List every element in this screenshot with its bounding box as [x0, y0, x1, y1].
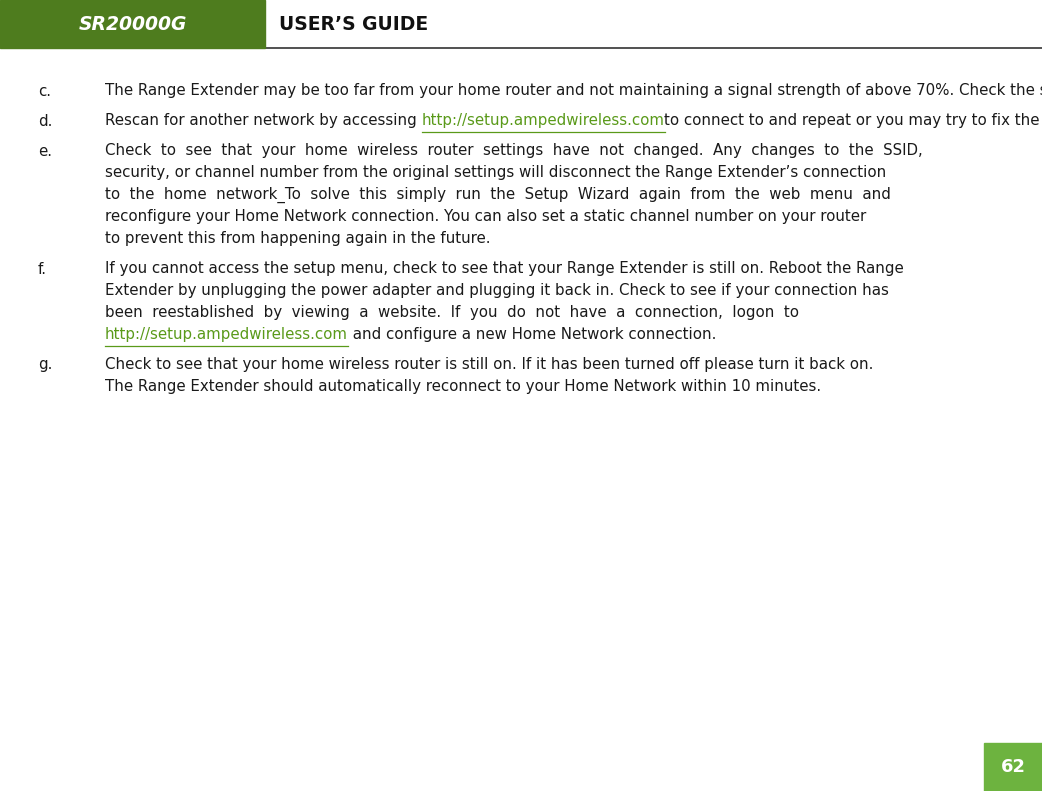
Text: to prevent this from happening again in the future.: to prevent this from happening again in … — [105, 232, 491, 247]
Bar — [0, 0, 265, 48]
Text: to  the  home  network_To  solve  this  simply  run  the  Setup  Wizard  again  : to the home network_To solve this simply… — [105, 187, 891, 203]
Text: SR20000G: SR20000G — [78, 14, 187, 33]
Text: http://setup.ampedwireless.com: http://setup.ampedwireless.com — [105, 327, 348, 343]
Text: been  reestablished  by  viewing  a  website.  If  you  do  not  have  a  connec: been reestablished by viewing a website.… — [105, 305, 799, 320]
Text: http://setup.ampedwireless.com: http://setup.ampedwireless.com — [422, 113, 665, 128]
Text: f.: f. — [38, 262, 47, 277]
Text: Check  to  see  that  your  home  wireless  router  settings  have  not  changed: Check to see that your home wireless rou… — [105, 143, 923, 158]
Text: and configure a new Home Network connection.: and configure a new Home Network connect… — [348, 327, 717, 343]
Text: Rescan for another network by accessing: Rescan for another network by accessing — [105, 113, 422, 128]
Text: 62: 62 — [1000, 758, 1025, 776]
Text: The Range Extender may be too far from your home router and not maintaining a si: The Range Extender may be too far from y… — [105, 84, 1042, 99]
Bar — [984, 743, 1042, 791]
Text: USER’S GUIDE: USER’S GUIDE — [279, 14, 428, 33]
Text: d.: d. — [38, 113, 52, 128]
Text: c.: c. — [38, 84, 51, 99]
Text: reconfigure your Home Network connection. You can also set a static channel numb: reconfigure your Home Network connection… — [105, 210, 866, 225]
Text: Extender by unplugging the power adapter and plugging it back in. Check to see i: Extender by unplugging the power adapter… — [105, 283, 889, 298]
Text: The Range Extender should automatically reconnect to your Home Network within 10: The Range Extender should automatically … — [105, 380, 821, 395]
Text: security, or channel number from the original settings will disconnect the Range: security, or channel number from the ori… — [105, 165, 887, 180]
Text: If you cannot access the setup menu, check to see that your Range Extender is st: If you cannot access the setup menu, che… — [105, 262, 903, 277]
Text: g.: g. — [38, 358, 52, 373]
Text: to connect to and repeat or you may try to fix the issues with your Home Network: to connect to and repeat or you may try … — [665, 113, 1042, 128]
Text: e.: e. — [38, 143, 52, 158]
Text: Check to see that your home wireless router is still on. If it has been turned o: Check to see that your home wireless rou… — [105, 358, 873, 373]
